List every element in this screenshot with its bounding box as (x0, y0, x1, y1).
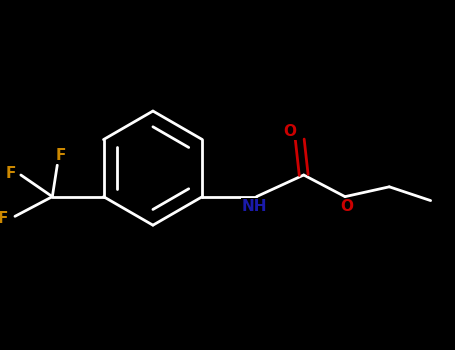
Text: F: F (6, 166, 16, 181)
Text: NH: NH (242, 199, 267, 214)
Text: F: F (56, 148, 66, 163)
Text: O: O (283, 124, 296, 139)
Text: F: F (0, 211, 8, 226)
Text: O: O (340, 199, 354, 214)
